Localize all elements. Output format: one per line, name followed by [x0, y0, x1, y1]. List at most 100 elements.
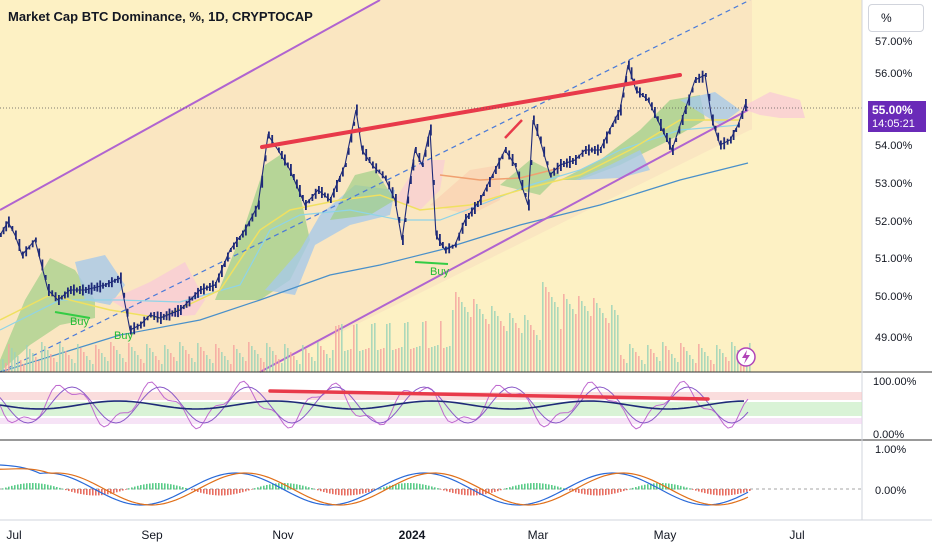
volume-bar [269, 347, 271, 372]
macd-histogram-bar [620, 489, 622, 492]
macd-histogram-bar [500, 489, 502, 491]
time-axis-background [0, 520, 932, 550]
macd-histogram-bar [566, 489, 568, 490]
volume-bar [515, 323, 517, 372]
macd-histogram-bar [5, 487, 7, 490]
macd-histogram-bar [677, 485, 679, 490]
volume-bar [536, 335, 538, 372]
volume-bar [473, 299, 475, 372]
macd-histogram-bar [326, 489, 328, 493]
volume-bar [125, 362, 127, 372]
volume-bar [458, 297, 460, 372]
volume-bar [194, 362, 196, 372]
candle [236, 237, 238, 247]
candle [336, 180, 338, 192]
macd-histogram-bar [719, 489, 721, 496]
volume-bar [563, 294, 565, 372]
candle [622, 92, 625, 98]
macd-histogram-bar [590, 489, 592, 496]
macd-histogram-bar [395, 484, 397, 490]
candle [365, 149, 368, 161]
volume-bar [392, 350, 394, 372]
volume-bar [539, 340, 541, 372]
candle [182, 305, 185, 310]
scale-toggle-button[interactable]: % [868, 4, 924, 32]
volume-bar [341, 324, 343, 372]
macd-histogram-bar [449, 489, 451, 493]
candle [708, 94, 711, 101]
macd-histogram-bar [86, 489, 88, 495]
candle [439, 234, 441, 246]
candle [61, 295, 63, 300]
candle [120, 272, 122, 284]
volume-bar [86, 356, 88, 372]
macd-histogram-bar [194, 489, 196, 492]
candle [333, 188, 335, 198]
volume-bar [167, 349, 169, 372]
volume-bar [278, 359, 280, 372]
volume-bar [398, 348, 400, 372]
volume-bar [623, 359, 625, 372]
macd-histogram-bar [644, 484, 646, 490]
candle [378, 169, 381, 174]
macd-histogram-bar [725, 489, 727, 496]
volume-bar [386, 324, 388, 372]
macd-histogram-bar [740, 489, 742, 494]
volume-bar [470, 317, 472, 372]
candle [402, 235, 404, 245]
candle [672, 145, 674, 155]
volume-bar [335, 326, 337, 372]
buy-signals: Buy Buy Buy [54, 261, 449, 342]
volume-bar [629, 344, 631, 372]
volume-bar [572, 309, 574, 372]
volume-bar [20, 360, 22, 372]
volume-bar [461, 302, 463, 372]
macd-histogram-bar [575, 489, 577, 493]
volume-bar [71, 359, 73, 372]
volume-bar [104, 357, 106, 372]
alert-lightning-icon[interactable] [736, 347, 756, 367]
macd-histogram-bar [290, 483, 292, 490]
macd-histogram-bar [524, 483, 526, 490]
volume-bar [590, 316, 592, 372]
macd-histogram-bar [209, 489, 211, 495]
volume-bar [722, 353, 724, 372]
volume-bar [512, 318, 514, 372]
candle [442, 242, 444, 248]
candle [385, 175, 387, 181]
candle [730, 136, 732, 144]
macd-histogram-bar [731, 489, 733, 495]
candle [227, 252, 229, 262]
candle [612, 123, 614, 127]
volume-bar [344, 351, 346, 372]
candle [691, 87, 694, 93]
oscillator-1-signal [0, 400, 745, 410]
macd-histogram-bar [143, 484, 145, 490]
volume-bar [11, 348, 13, 372]
candle [185, 300, 188, 308]
volume-bar [140, 359, 142, 372]
oscillator-2-background [0, 440, 862, 520]
volume-bar [548, 292, 550, 372]
macd-histogram-bar [428, 485, 430, 490]
candle [433, 180, 435, 185]
volume-bar [107, 361, 109, 372]
macd-histogram-bar [353, 489, 355, 496]
volume-bar [287, 348, 289, 372]
macd-histogram-bar [314, 488, 316, 490]
macd-histogram-bar [716, 489, 718, 496]
macd-histogram-bar [698, 489, 700, 492]
volume-bar [224, 356, 226, 372]
volume-bar [353, 325, 355, 372]
candle [581, 149, 584, 157]
macd-histogram-bar [581, 489, 583, 494]
candle [515, 163, 517, 167]
macd-histogram-bar [305, 486, 307, 490]
volume-bar [503, 326, 505, 372]
candle [239, 236, 241, 240]
macd-histogram-bar [149, 483, 151, 490]
candle [299, 185, 301, 197]
macd-histogram-bar [542, 483, 544, 490]
volume-bar [647, 345, 649, 372]
